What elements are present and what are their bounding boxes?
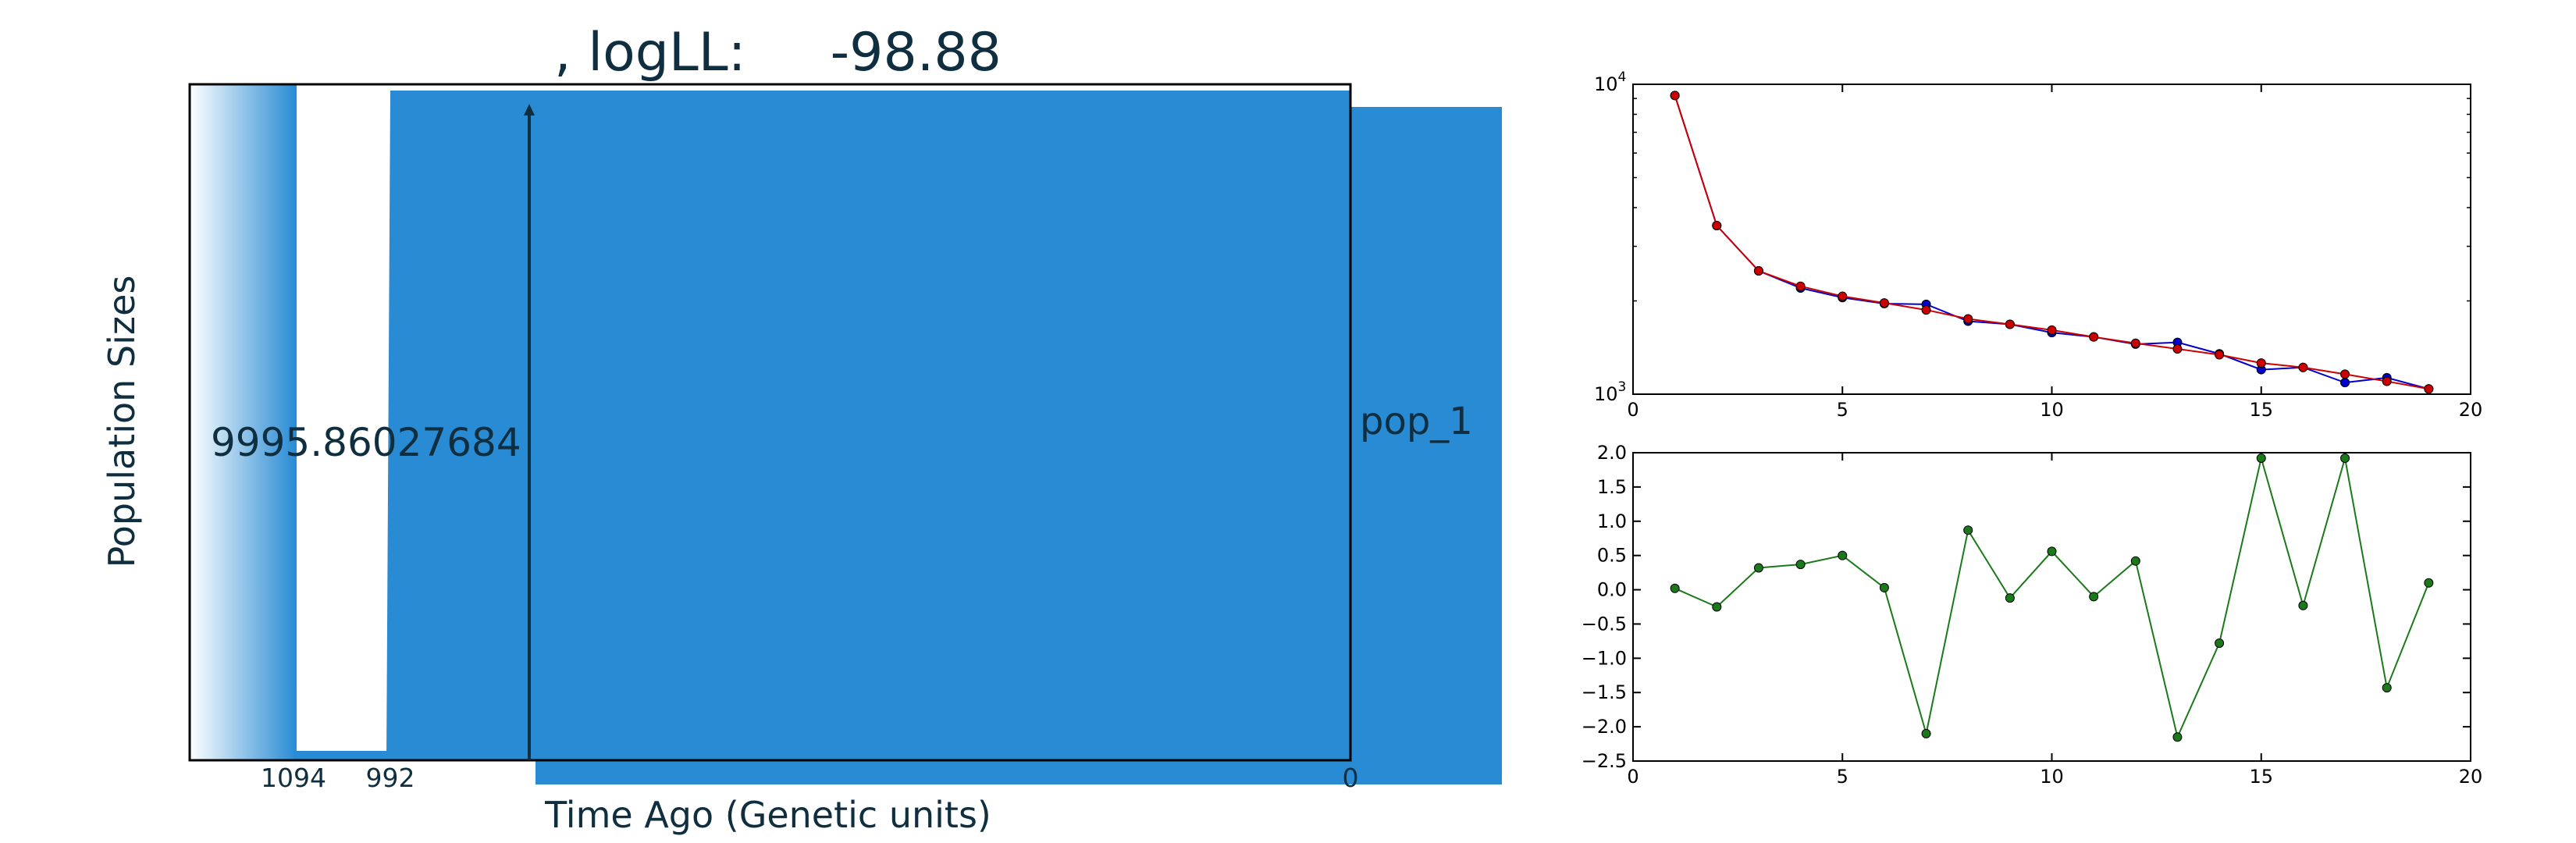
sfs-point (1921, 305, 1931, 315)
y-axis-label: Population Sizes (101, 276, 143, 568)
residual-series-line-0 (1674, 457, 2430, 740)
residual-y-tick-label: −1.5 (1582, 681, 1627, 703)
residual-point (1879, 582, 1889, 592)
residual-point (2089, 592, 2099, 602)
sfs-point (2172, 343, 2183, 354)
residual-point (1670, 583, 1680, 593)
sfs-chart: 0 5 10 15 20 103 104 (1594, 69, 2482, 421)
residual-point (2340, 454, 2350, 464)
residual-y-tick-label: −2.5 (1582, 750, 1627, 772)
sfs-point (2089, 332, 2099, 342)
sfs-x-tick-label: 0 (1627, 399, 1638, 421)
residual-y-tick-label: 2.0 (1597, 442, 1627, 464)
x-axis-label: Time Ago (Genetic units) (544, 794, 991, 836)
sfs-point (2424, 384, 2434, 394)
population-band-1094 (294, 751, 387, 760)
sfs-point (1753, 266, 1763, 276)
residual-point (1838, 550, 1848, 560)
sfs-y-tick-label: 104 (1594, 69, 1626, 95)
sfs-point (1963, 314, 1973, 324)
residual-point (2298, 600, 2308, 610)
sfs-point (2215, 350, 2225, 360)
residual-point (2130, 556, 2140, 566)
residual-point (1712, 602, 1722, 612)
sfs-point (2256, 358, 2266, 368)
sfs-point (2130, 338, 2140, 348)
demography-axes-frame (188, 83, 1352, 762)
x-tick-1094: 1094 (261, 763, 326, 793)
sfs-point (2047, 325, 2057, 335)
residual-point (2382, 683, 2392, 693)
residual-y-tick-label: −0.5 (1582, 613, 1627, 635)
residual-y-tick-label: 1.5 (1597, 476, 1627, 498)
population-size-label: 9995.86027684 (211, 420, 521, 465)
x-tick-992: 992 (366, 763, 415, 793)
residual-x-tick-label: 10 (2040, 766, 2064, 788)
sfs-series-line-0 (1674, 95, 2429, 390)
residual-point (2172, 732, 2183, 742)
residual-point (1921, 728, 1931, 738)
sfs-point (1712, 221, 1722, 231)
sfs-point (1838, 291, 1848, 301)
residual-y-tick-label: −2.0 (1582, 716, 1627, 738)
time-arrow-head (524, 104, 535, 116)
residual-x-tick-label: 5 (1837, 766, 1848, 788)
sfs-point (2340, 378, 2350, 388)
sfs-point (2005, 319, 2015, 329)
sfs-point (2340, 369, 2350, 379)
sfs-series-line-1 (1674, 95, 2429, 390)
residual-y-tick-label: 1.0 (1597, 510, 1627, 532)
sfs-x-tick-label: 20 (2459, 399, 2483, 421)
population-name-label: pop_1 (1360, 400, 1473, 443)
population-gradient-band (190, 84, 297, 760)
residual-chart: 0 5 10 15 20 2.0 1.5 1.0 0.5 0.0 −0.5 −1.0 −1.5 −2.0 −… (1582, 442, 2483, 788)
residual-x-tick-label: 20 (2459, 766, 2483, 788)
residual-point (1753, 563, 1763, 573)
residual-point (2005, 593, 2015, 603)
residual-y-tick-label: 0.0 (1597, 579, 1627, 601)
population-band-current (535, 107, 1502, 784)
sfs-x-tick-label: 5 (1837, 399, 1848, 421)
residual-x-tick-label: 0 (1627, 766, 1638, 788)
sfs-axes-frame (1632, 84, 2471, 395)
sfs-x-tick-label: 15 (2249, 399, 2273, 421)
residual-point (1795, 560, 1806, 570)
residual-y-tick-label: 0.5 (1597, 545, 1627, 567)
x-tick-0: 0 (1343, 763, 1359, 793)
sfs-point (2382, 376, 2392, 386)
residual-point (2047, 546, 2057, 557)
sfs-point (1879, 298, 1889, 308)
demography-panel: , logLL: -98.88 9995.86027684 pop_1 Popu… (101, 22, 1502, 836)
sfs-point (2298, 362, 2308, 372)
residual-axes-frame (1632, 452, 2471, 762)
demography-title: , logLL: -98.88 (554, 22, 1002, 84)
residual-point (2424, 578, 2434, 588)
sfs-y-tick-label: 103 (1594, 379, 1626, 405)
sfs-point (1670, 91, 1680, 101)
residual-x-tick-label: 15 (2249, 766, 2273, 788)
residual-point (2256, 454, 2266, 464)
sfs-x-tick-label: 10 (2040, 399, 2064, 421)
residual-point (1963, 525, 1973, 535)
sfs-point (1795, 281, 1806, 291)
residual-point (2215, 638, 2225, 649)
residual-y-tick-label: −1.0 (1582, 647, 1627, 669)
